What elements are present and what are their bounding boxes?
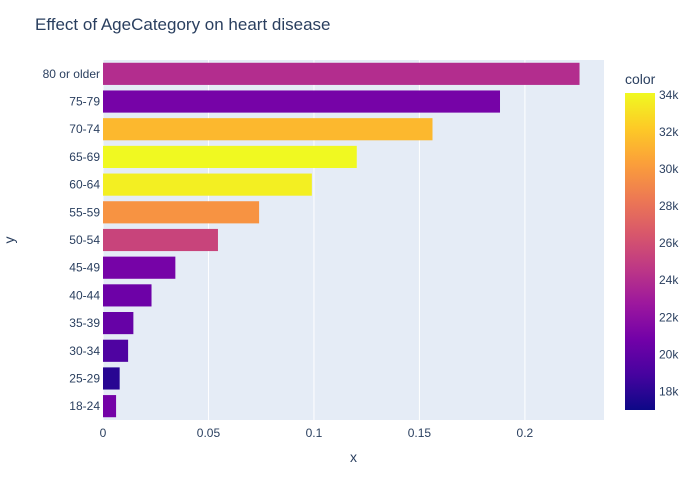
y-tick-labels: 18-24 25-29 30-34 35-39 40-44 45-49 50-54 55-59… [43, 67, 101, 413]
x-tick-label: 0.15 [408, 426, 432, 440]
colorbar-tick-label: 26k [659, 236, 679, 250]
y-tick-label: 45-49 [69, 261, 100, 275]
x-tick-label: 0.05 [197, 426, 221, 440]
colorbar-tick-label: 24k [659, 273, 679, 287]
y-tick-label: 30-34 [69, 344, 100, 358]
colorbar-tick-label: 30k [659, 162, 679, 176]
y-tick-label: 70-74 [69, 122, 100, 136]
y-tick-label: 55-59 [69, 205, 100, 219]
bar[interactable] [103, 201, 260, 224]
colorbar-tick-label: 22k [659, 310, 679, 324]
x-tick-label: 0.1 [306, 426, 323, 440]
y-tick-label: 65-69 [69, 150, 100, 164]
colorbar-tick-label: 28k [659, 199, 679, 213]
bar[interactable] [103, 90, 501, 113]
colorbar-tick-label: 20k [659, 347, 679, 361]
colorbar [625, 93, 655, 410]
x-axis-title: x [350, 449, 357, 465]
bar[interactable] [103, 118, 433, 141]
x-tick-label: 0.2 [517, 426, 534, 440]
bar[interactable] [103, 145, 357, 168]
colorbar-title: color [625, 71, 656, 87]
y-tick-label: 35-39 [69, 316, 100, 330]
bar[interactable] [103, 367, 120, 390]
y-tick-label: 75-79 [69, 95, 100, 109]
y-tick-label: 50-54 [69, 233, 100, 247]
y-tick-label: 25-29 [69, 371, 100, 385]
chart-title: Effect of AgeCategory on heart disease [35, 15, 331, 34]
y-tick-label: 60-64 [69, 178, 100, 192]
bar[interactable] [103, 395, 117, 418]
bar[interactable] [103, 173, 312, 196]
colorbar-tick-label: 34k [659, 88, 679, 102]
bar[interactable] [103, 312, 134, 335]
y-tick-label: 40-44 [69, 288, 100, 302]
y-tick-label: 18-24 [69, 399, 100, 413]
bar[interactable] [103, 62, 580, 85]
y-tick-label: 80 or older [43, 67, 100, 81]
colorbar-tick-labels: 18k 20k 22k 24k 26k 28k 30k 32k 34k [659, 88, 679, 399]
bar[interactable] [103, 256, 176, 279]
x-tick-labels: 0 0.05 0.1 0.15 0.2 [100, 426, 534, 440]
bar[interactable] [103, 228, 218, 252]
colorbar-tick-label: 18k [659, 384, 679, 398]
colorbar-tick-label: 32k [659, 125, 679, 139]
bar[interactable] [103, 284, 152, 307]
bars [103, 62, 580, 418]
x-tick-label: 0 [100, 426, 107, 440]
bar[interactable] [103, 339, 129, 362]
y-axis-title: y [1, 237, 17, 244]
